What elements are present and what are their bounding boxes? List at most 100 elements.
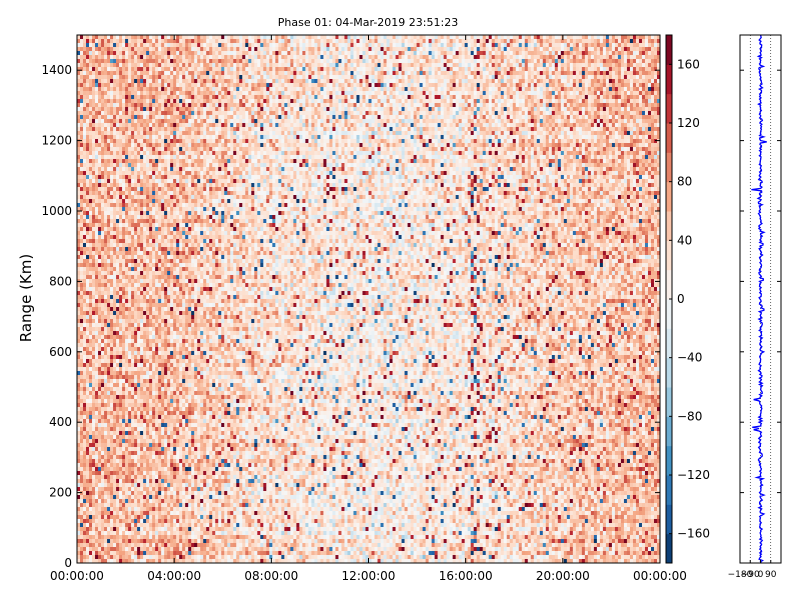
heatmap-cell [453,55,456,59]
heatmap-cell [399,43,402,47]
heatmap-cell [350,103,353,107]
heatmap-cell [471,35,474,39]
heatmap-cell [104,83,107,87]
heatmap-cell [92,59,95,63]
heatmap-cell [549,103,552,107]
heatmap-cell [356,119,359,123]
heatmap-cell [504,35,507,39]
heatmap-cell [257,71,260,75]
heatmap-cell [456,127,459,131]
heatmap-cell [173,115,176,119]
heatmap-cell [233,75,236,79]
heatmap-cell [143,87,146,91]
heatmap-cell [504,87,507,91]
heatmap-cell [498,119,501,123]
heatmap-cell [537,43,540,47]
heatmap-cell [356,107,359,111]
heatmap-cell [362,83,365,87]
heatmap-cell [143,39,146,43]
heatmap-cell [504,99,507,103]
heatmap-cell [486,111,489,115]
heatmap-cell [402,43,405,47]
heatmap-cell [284,75,287,79]
heatmap-cell [329,91,332,95]
heatmap-cell [630,79,633,83]
heatmap-cell [453,47,456,51]
heatmap-cell [98,131,101,135]
heatmap-cell [495,91,498,95]
heatmap-cell [227,83,230,87]
heatmap-cell [263,83,266,87]
heatmap-cell [251,47,254,51]
heatmap-cell [543,131,546,135]
heatmap-cell [594,83,597,87]
heatmap-cell [95,39,98,43]
heatmap-cell [329,115,332,119]
heatmap-cell [648,75,651,79]
heatmap-cell [155,99,158,103]
heatmap-cell [134,35,137,39]
heatmap-cell [332,51,335,55]
heatmap-cell [152,127,155,131]
heatmap-cell [447,35,450,39]
heatmap-cell [639,119,642,123]
heatmap-cell [651,75,654,79]
heatmap-cell [143,123,146,127]
heatmap-cell [414,67,417,71]
heatmap-cell [573,91,576,95]
heatmap-cell [402,71,405,75]
heatmap-cell [290,115,293,119]
heatmap-cell [128,131,131,135]
heatmap-cell [179,91,182,95]
heatmap-cell [597,123,600,127]
heatmap-cell [362,67,365,71]
heatmap-cell [498,95,501,99]
heatmap-cell [405,67,408,71]
heatmap-cell [143,63,146,67]
heatmap-cell [188,75,191,79]
heatmap-cell [263,55,266,59]
heatmap-cell [399,123,402,127]
heatmap-cell [477,67,480,71]
heatmap-cell [317,59,320,63]
heatmap-cell [206,123,209,127]
heatmap-cell [80,123,83,127]
heatmap-cell [191,95,194,99]
heatmap-cell [140,135,143,139]
heatmap-cell [245,99,248,103]
heatmap-cell [137,107,140,111]
heatmap-cell [179,71,182,75]
heatmap-cell [639,35,642,39]
heatmap-cell [143,103,146,107]
heatmap-cell [257,35,260,39]
heatmap-cell [474,83,477,87]
heatmap-cell [119,119,122,123]
heatmap-cell [224,107,227,111]
heatmap-cell [338,79,341,83]
heatmap-cell [146,59,149,63]
heatmap-cell [323,47,326,51]
heatmap-cell [453,103,456,107]
heatmap-cell [615,83,618,87]
heatmap-cell [396,103,399,107]
heatmap-cell [477,127,480,131]
heatmap-cell [645,127,648,131]
heatmap-cell [438,103,441,107]
heatmap-cell [549,43,552,47]
heatmap-cell [242,51,245,55]
heatmap-cell [411,87,414,91]
heatmap-cell [615,75,618,79]
heatmap-cell [456,111,459,115]
heatmap-cell [618,51,621,55]
heatmap-cell [197,63,200,67]
heatmap-cell [459,95,462,99]
heatmap-cell [552,71,555,75]
heatmap-cell [441,127,444,131]
heatmap-cell [435,91,438,95]
heatmap-cell [411,99,414,103]
heatmap-cell [347,135,350,139]
heatmap-cell [486,131,489,135]
heatmap-cell [242,39,245,43]
heatmap-cell [173,87,176,91]
heatmap-cell [498,75,501,79]
